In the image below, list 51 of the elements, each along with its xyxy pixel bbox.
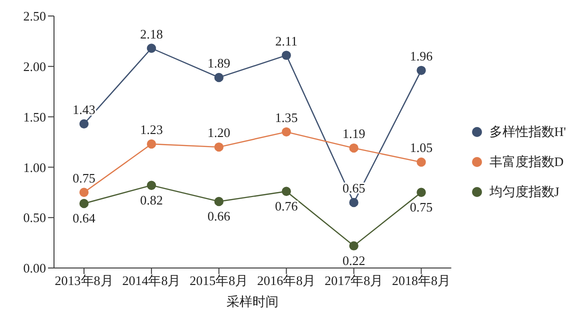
data-label: 1.05 (410, 140, 433, 156)
point (349, 198, 358, 208)
point (416, 188, 426, 197)
data-label: 2.11 (275, 33, 298, 48)
point (214, 196, 224, 206)
point (146, 139, 156, 149)
data-label: 0.66 (208, 208, 231, 224)
point (146, 180, 156, 190)
point (214, 142, 224, 152)
y-tick-label: 0.50 (23, 210, 46, 226)
data-label: 0.22 (342, 253, 366, 268)
point (282, 186, 291, 196)
x-tick-label: 2017年8月 (324, 273, 384, 288)
data-label: 1.43 (72, 102, 96, 117)
data-label: 2.18 (140, 26, 163, 42)
x-tick-label: 2016年8月 (257, 273, 316, 288)
legend-label: 多样性指数H' (488, 123, 566, 141)
legend-label: 丰富度指数D (488, 153, 565, 171)
x-tick-label: 2014年8月 (122, 273, 181, 288)
point (146, 44, 156, 53)
point (79, 198, 89, 208)
point (282, 50, 291, 60)
legend-label: 均匀度指数J (488, 183, 560, 201)
data-label: 0.76 (274, 198, 298, 214)
y-tick-label: 1.50 (23, 109, 46, 124)
point (416, 158, 426, 167)
point (79, 188, 89, 197)
point (214, 72, 224, 82)
point (349, 241, 358, 250)
data-label: 1.89 (208, 55, 230, 70)
data-label: 0.64 (72, 210, 96, 226)
x-tick-label: 2015年8月 (190, 273, 248, 288)
point (79, 119, 89, 128)
data-label: 1.96 (410, 48, 434, 64)
point (282, 127, 291, 137)
data-label: 1.20 (208, 125, 230, 140)
y-tick-label: 0.00 (23, 260, 46, 276)
x-tick-label: 2013年8月 (54, 273, 114, 288)
data-label: 1.19 (342, 126, 366, 142)
data-label: 1.35 (274, 110, 298, 125)
data-label: 0.82 (140, 192, 163, 208)
data-label: 0.75 (72, 170, 96, 186)
y-tick-label: 2.50 (23, 8, 46, 24)
point (349, 143, 358, 153)
point (416, 66, 426, 76)
x-axis-title: 采样时间 (226, 294, 279, 309)
data-label: 0.75 (410, 200, 433, 215)
x-tick-label: 2018年8月 (392, 273, 451, 288)
data-label: 1.23 (140, 122, 163, 138)
y-tick-label: 1.00 (23, 160, 46, 175)
y-tick-label: 2.00 (23, 59, 46, 74)
